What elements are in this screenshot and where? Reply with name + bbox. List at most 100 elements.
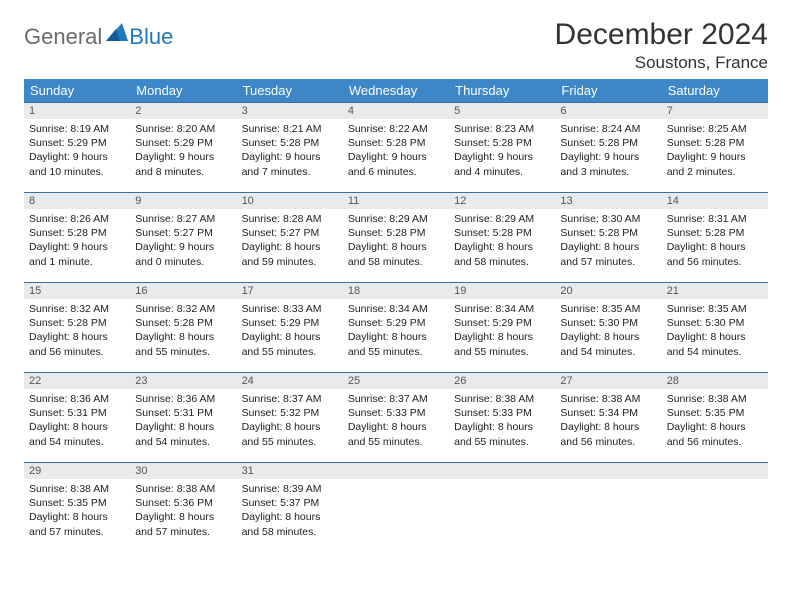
calendar-day-cell: 3Sunrise: 8:21 AMSunset: 5:28 PMDaylight… xyxy=(237,103,343,193)
sunset-line: Sunset: 5:28 PM xyxy=(348,136,444,150)
day-number: 24 xyxy=(237,373,343,389)
sunset-line: Sunset: 5:32 PM xyxy=(242,406,338,420)
sunrise-line: Sunrise: 8:20 AM xyxy=(135,122,231,136)
calendar-day-cell: 6Sunrise: 8:24 AMSunset: 5:28 PMDaylight… xyxy=(555,103,661,193)
daylight-line: Daylight: 8 hours and 56 minutes. xyxy=(667,240,763,268)
sunset-line: Sunset: 5:33 PM xyxy=(454,406,550,420)
calendar-day-cell xyxy=(343,463,449,553)
day-number-empty xyxy=(449,463,555,479)
day-number: 2 xyxy=(130,103,236,119)
day-number: 5 xyxy=(449,103,555,119)
day-details: Sunrise: 8:38 AMSunset: 5:35 PMDaylight:… xyxy=(24,479,130,543)
sunrise-line: Sunrise: 8:24 AM xyxy=(560,122,656,136)
day-details: Sunrise: 8:32 AMSunset: 5:28 PMDaylight:… xyxy=(130,299,236,363)
daylight-line: Daylight: 8 hours and 58 minutes. xyxy=(242,510,338,538)
sunset-line: Sunset: 5:28 PM xyxy=(667,226,763,240)
weekday-header: Monday xyxy=(130,79,236,103)
day-number-empty xyxy=(343,463,449,479)
day-number: 14 xyxy=(662,193,768,209)
day-number: 20 xyxy=(555,283,661,299)
calendar-page: General Blue December 2024 Soustons, Fra… xyxy=(0,0,792,563)
day-details: Sunrise: 8:32 AMSunset: 5:28 PMDaylight:… xyxy=(24,299,130,363)
sunset-line: Sunset: 5:36 PM xyxy=(135,496,231,510)
sunrise-line: Sunrise: 8:32 AM xyxy=(135,302,231,316)
day-number: 30 xyxy=(130,463,236,479)
sunrise-line: Sunrise: 8:38 AM xyxy=(667,392,763,406)
sunset-line: Sunset: 5:27 PM xyxy=(135,226,231,240)
calendar-day-cell: 15Sunrise: 8:32 AMSunset: 5:28 PMDayligh… xyxy=(24,283,130,373)
sunset-line: Sunset: 5:31 PM xyxy=(135,406,231,420)
sunrise-line: Sunrise: 8:23 AM xyxy=(454,122,550,136)
sunrise-line: Sunrise: 8:35 AM xyxy=(560,302,656,316)
day-details: Sunrise: 8:25 AMSunset: 5:28 PMDaylight:… xyxy=(662,119,768,183)
daylight-line: Daylight: 8 hours and 55 minutes. xyxy=(242,330,338,358)
calendar-day-cell: 25Sunrise: 8:37 AMSunset: 5:33 PMDayligh… xyxy=(343,373,449,463)
day-details: Sunrise: 8:19 AMSunset: 5:29 PMDaylight:… xyxy=(24,119,130,183)
day-number: 31 xyxy=(237,463,343,479)
day-details: Sunrise: 8:35 AMSunset: 5:30 PMDaylight:… xyxy=(555,299,661,363)
day-details: Sunrise: 8:38 AMSunset: 5:35 PMDaylight:… xyxy=(662,389,768,453)
day-number: 6 xyxy=(555,103,661,119)
page-title: December 2024 xyxy=(555,18,768,51)
day-number: 11 xyxy=(343,193,449,209)
day-details: Sunrise: 8:38 AMSunset: 5:33 PMDaylight:… xyxy=(449,389,555,453)
day-number: 7 xyxy=(662,103,768,119)
header: General Blue December 2024 Soustons, Fra… xyxy=(24,18,768,73)
sunset-line: Sunset: 5:33 PM xyxy=(348,406,444,420)
calendar-day-cell: 4Sunrise: 8:22 AMSunset: 5:28 PMDaylight… xyxy=(343,103,449,193)
day-number: 17 xyxy=(237,283,343,299)
sunrise-line: Sunrise: 8:26 AM xyxy=(29,212,125,226)
day-number: 28 xyxy=(662,373,768,389)
weekday-header: Tuesday xyxy=(237,79,343,103)
day-details: Sunrise: 8:38 AMSunset: 5:36 PMDaylight:… xyxy=(130,479,236,543)
calendar-day-cell: 23Sunrise: 8:36 AMSunset: 5:31 PMDayligh… xyxy=(130,373,236,463)
logo-triangle-icon xyxy=(106,23,128,46)
sunrise-line: Sunrise: 8:30 AM xyxy=(560,212,656,226)
weekday-header: Thursday xyxy=(449,79,555,103)
sunset-line: Sunset: 5:35 PM xyxy=(667,406,763,420)
calendar-day-cell: 14Sunrise: 8:31 AMSunset: 5:28 PMDayligh… xyxy=(662,193,768,283)
calendar-week-row: 8Sunrise: 8:26 AMSunset: 5:28 PMDaylight… xyxy=(24,193,768,283)
calendar-week-row: 15Sunrise: 8:32 AMSunset: 5:28 PMDayligh… xyxy=(24,283,768,373)
logo-word1: General xyxy=(24,24,102,50)
sunset-line: Sunset: 5:29 PM xyxy=(135,136,231,150)
day-number: 8 xyxy=(24,193,130,209)
day-details: Sunrise: 8:31 AMSunset: 5:28 PMDaylight:… xyxy=(662,209,768,273)
sunset-line: Sunset: 5:37 PM xyxy=(242,496,338,510)
daylight-line: Daylight: 8 hours and 54 minutes. xyxy=(135,420,231,448)
day-number: 29 xyxy=(24,463,130,479)
calendar-day-cell: 27Sunrise: 8:38 AMSunset: 5:34 PMDayligh… xyxy=(555,373,661,463)
daylight-line: Daylight: 8 hours and 55 minutes. xyxy=(242,420,338,448)
sunrise-line: Sunrise: 8:36 AM xyxy=(29,392,125,406)
calendar-day-cell: 19Sunrise: 8:34 AMSunset: 5:29 PMDayligh… xyxy=(449,283,555,373)
title-block: December 2024 Soustons, France xyxy=(555,18,768,73)
calendar-day-cell: 16Sunrise: 8:32 AMSunset: 5:28 PMDayligh… xyxy=(130,283,236,373)
calendar-day-cell: 12Sunrise: 8:29 AMSunset: 5:28 PMDayligh… xyxy=(449,193,555,283)
sunrise-line: Sunrise: 8:34 AM xyxy=(454,302,550,316)
sunset-line: Sunset: 5:27 PM xyxy=(242,226,338,240)
sunrise-line: Sunrise: 8:38 AM xyxy=(135,482,231,496)
day-number: 12 xyxy=(449,193,555,209)
location-label: Soustons, France xyxy=(555,53,768,73)
daylight-line: Daylight: 8 hours and 54 minutes. xyxy=(667,330,763,358)
calendar-day-cell: 31Sunrise: 8:39 AMSunset: 5:37 PMDayligh… xyxy=(237,463,343,553)
sunrise-line: Sunrise: 8:29 AM xyxy=(454,212,550,226)
daylight-line: Daylight: 8 hours and 56 minutes. xyxy=(29,330,125,358)
calendar-day-cell: 21Sunrise: 8:35 AMSunset: 5:30 PMDayligh… xyxy=(662,283,768,373)
calendar-day-cell: 11Sunrise: 8:29 AMSunset: 5:28 PMDayligh… xyxy=(343,193,449,283)
day-details: Sunrise: 8:24 AMSunset: 5:28 PMDaylight:… xyxy=(555,119,661,183)
weekday-header: Friday xyxy=(555,79,661,103)
sunset-line: Sunset: 5:29 PM xyxy=(348,316,444,330)
sunset-line: Sunset: 5:34 PM xyxy=(560,406,656,420)
day-details: Sunrise: 8:26 AMSunset: 5:28 PMDaylight:… xyxy=(24,209,130,273)
sunrise-line: Sunrise: 8:27 AM xyxy=(135,212,231,226)
sunrise-line: Sunrise: 8:22 AM xyxy=(348,122,444,136)
sunrise-line: Sunrise: 8:35 AM xyxy=(667,302,763,316)
daylight-line: Daylight: 9 hours and 4 minutes. xyxy=(454,150,550,178)
sunset-line: Sunset: 5:28 PM xyxy=(29,226,125,240)
sunrise-line: Sunrise: 8:31 AM xyxy=(667,212,763,226)
day-number: 10 xyxy=(237,193,343,209)
day-details: Sunrise: 8:34 AMSunset: 5:29 PMDaylight:… xyxy=(343,299,449,363)
sunrise-line: Sunrise: 8:32 AM xyxy=(29,302,125,316)
daylight-line: Daylight: 8 hours and 59 minutes. xyxy=(242,240,338,268)
